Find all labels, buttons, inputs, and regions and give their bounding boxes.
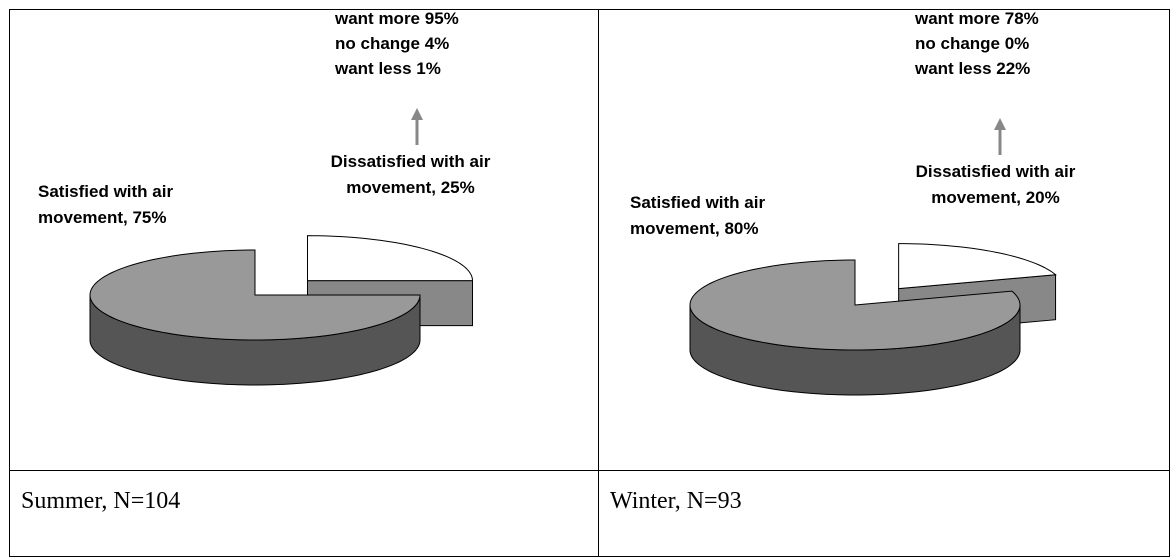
column-divider	[598, 10, 599, 556]
annotation: want less 22%	[915, 59, 1031, 78]
arrow-head	[994, 118, 1006, 130]
annotation: want less 1%	[335, 59, 441, 78]
row-divider	[10, 470, 1169, 471]
chart-cell: Satisfied with air movement, 75% Dissati…	[10, 9, 598, 470]
annotation: want more 95%	[335, 9, 459, 28]
chart-cell: Satisfied with air movement, 80% Dissati…	[598, 9, 1170, 470]
annotation: no change 0%	[915, 34, 1030, 53]
annotation-box: want more 78% no change 0% want less 22%	[915, 6, 1039, 81]
annotation: want more 78%	[915, 9, 1039, 28]
caption: Winter, N=93	[610, 488, 742, 514]
slice	[89, 249, 421, 341]
slice-label: Satisfied with air movement, 75%	[38, 182, 174, 227]
caption: Summer, N=104	[21, 488, 181, 514]
annotation: no change 4%	[335, 34, 450, 53]
slice-label: Dissatisfied with air movement, 20%	[915, 162, 1076, 207]
arrow-head	[411, 108, 423, 120]
slice	[307, 235, 474, 282]
slice-label: Satisfied with air movement, 80%	[630, 193, 766, 238]
pie-chart	[689, 118, 1057, 396]
slice	[898, 243, 1057, 290]
annotation-box: want more 95% no change 4% want less 1%	[335, 6, 459, 81]
slice	[689, 259, 1021, 351]
slice-label: Dissatisfied with air movement, 25%	[330, 152, 491, 197]
pie-chart	[89, 108, 474, 386]
table-border	[9, 9, 1170, 557]
